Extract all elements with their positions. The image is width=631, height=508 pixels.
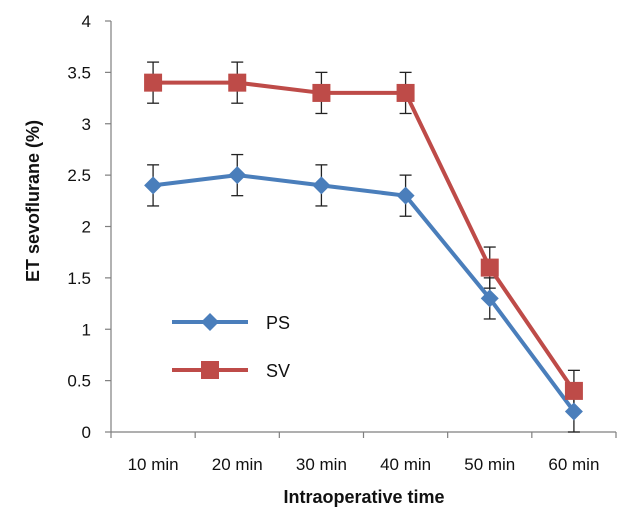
data-point-ps xyxy=(144,176,163,195)
data-point-ps xyxy=(564,402,583,421)
x-tick-label: 20 min xyxy=(212,455,263,474)
series-line-sv xyxy=(151,80,576,393)
x-tick-label: 40 min xyxy=(380,455,431,474)
y-tick-label: 2.5 xyxy=(67,166,91,185)
x-tick-label: 60 min xyxy=(548,455,599,474)
y-axis-title: ET sevoflurane (%) xyxy=(23,120,43,282)
x-tick-label: 30 min xyxy=(296,455,347,474)
legend: PS SV xyxy=(172,313,290,381)
y-tick-label: 0 xyxy=(82,423,91,442)
legend-marker-ps xyxy=(201,313,219,331)
data-point-sv xyxy=(480,258,499,277)
data-point-ps xyxy=(396,186,415,205)
data-point-ps xyxy=(312,176,331,195)
series-lines xyxy=(151,80,576,414)
data-point-sv xyxy=(564,381,583,400)
y-tick-label: 4 xyxy=(82,12,91,31)
tick-labels: 0 0.5 1 1.5 2 2.5 3 3.5 4 10 min 20 min 30 min 40 mi… xyxy=(67,12,599,474)
x-tick-label: 10 min xyxy=(128,455,179,474)
data-point-sv xyxy=(312,83,331,102)
data-point-sv xyxy=(228,73,247,92)
legend-label-ps: PS xyxy=(266,313,290,333)
data-point-ps xyxy=(480,289,499,308)
y-tick-label: 1 xyxy=(82,320,91,339)
y-tick-label: 1.5 xyxy=(67,269,91,288)
y-tick-label: 2 xyxy=(82,218,91,237)
y-tick-label: 3.5 xyxy=(67,63,91,82)
axes xyxy=(105,20,617,438)
data-point-ps xyxy=(228,166,247,185)
series-line-ps xyxy=(151,173,576,414)
legend-label-sv: SV xyxy=(266,361,290,381)
data-point-sv xyxy=(396,83,415,102)
x-tick-label: 50 min xyxy=(464,455,515,474)
y-tick-label: 0.5 xyxy=(67,372,91,391)
data-point-sv xyxy=(144,73,163,92)
legend-marker-sv xyxy=(201,361,219,379)
series-markers xyxy=(144,73,583,421)
x-axis-title: Intraoperative time xyxy=(283,487,444,507)
y-tick-label: 3 xyxy=(82,115,91,134)
